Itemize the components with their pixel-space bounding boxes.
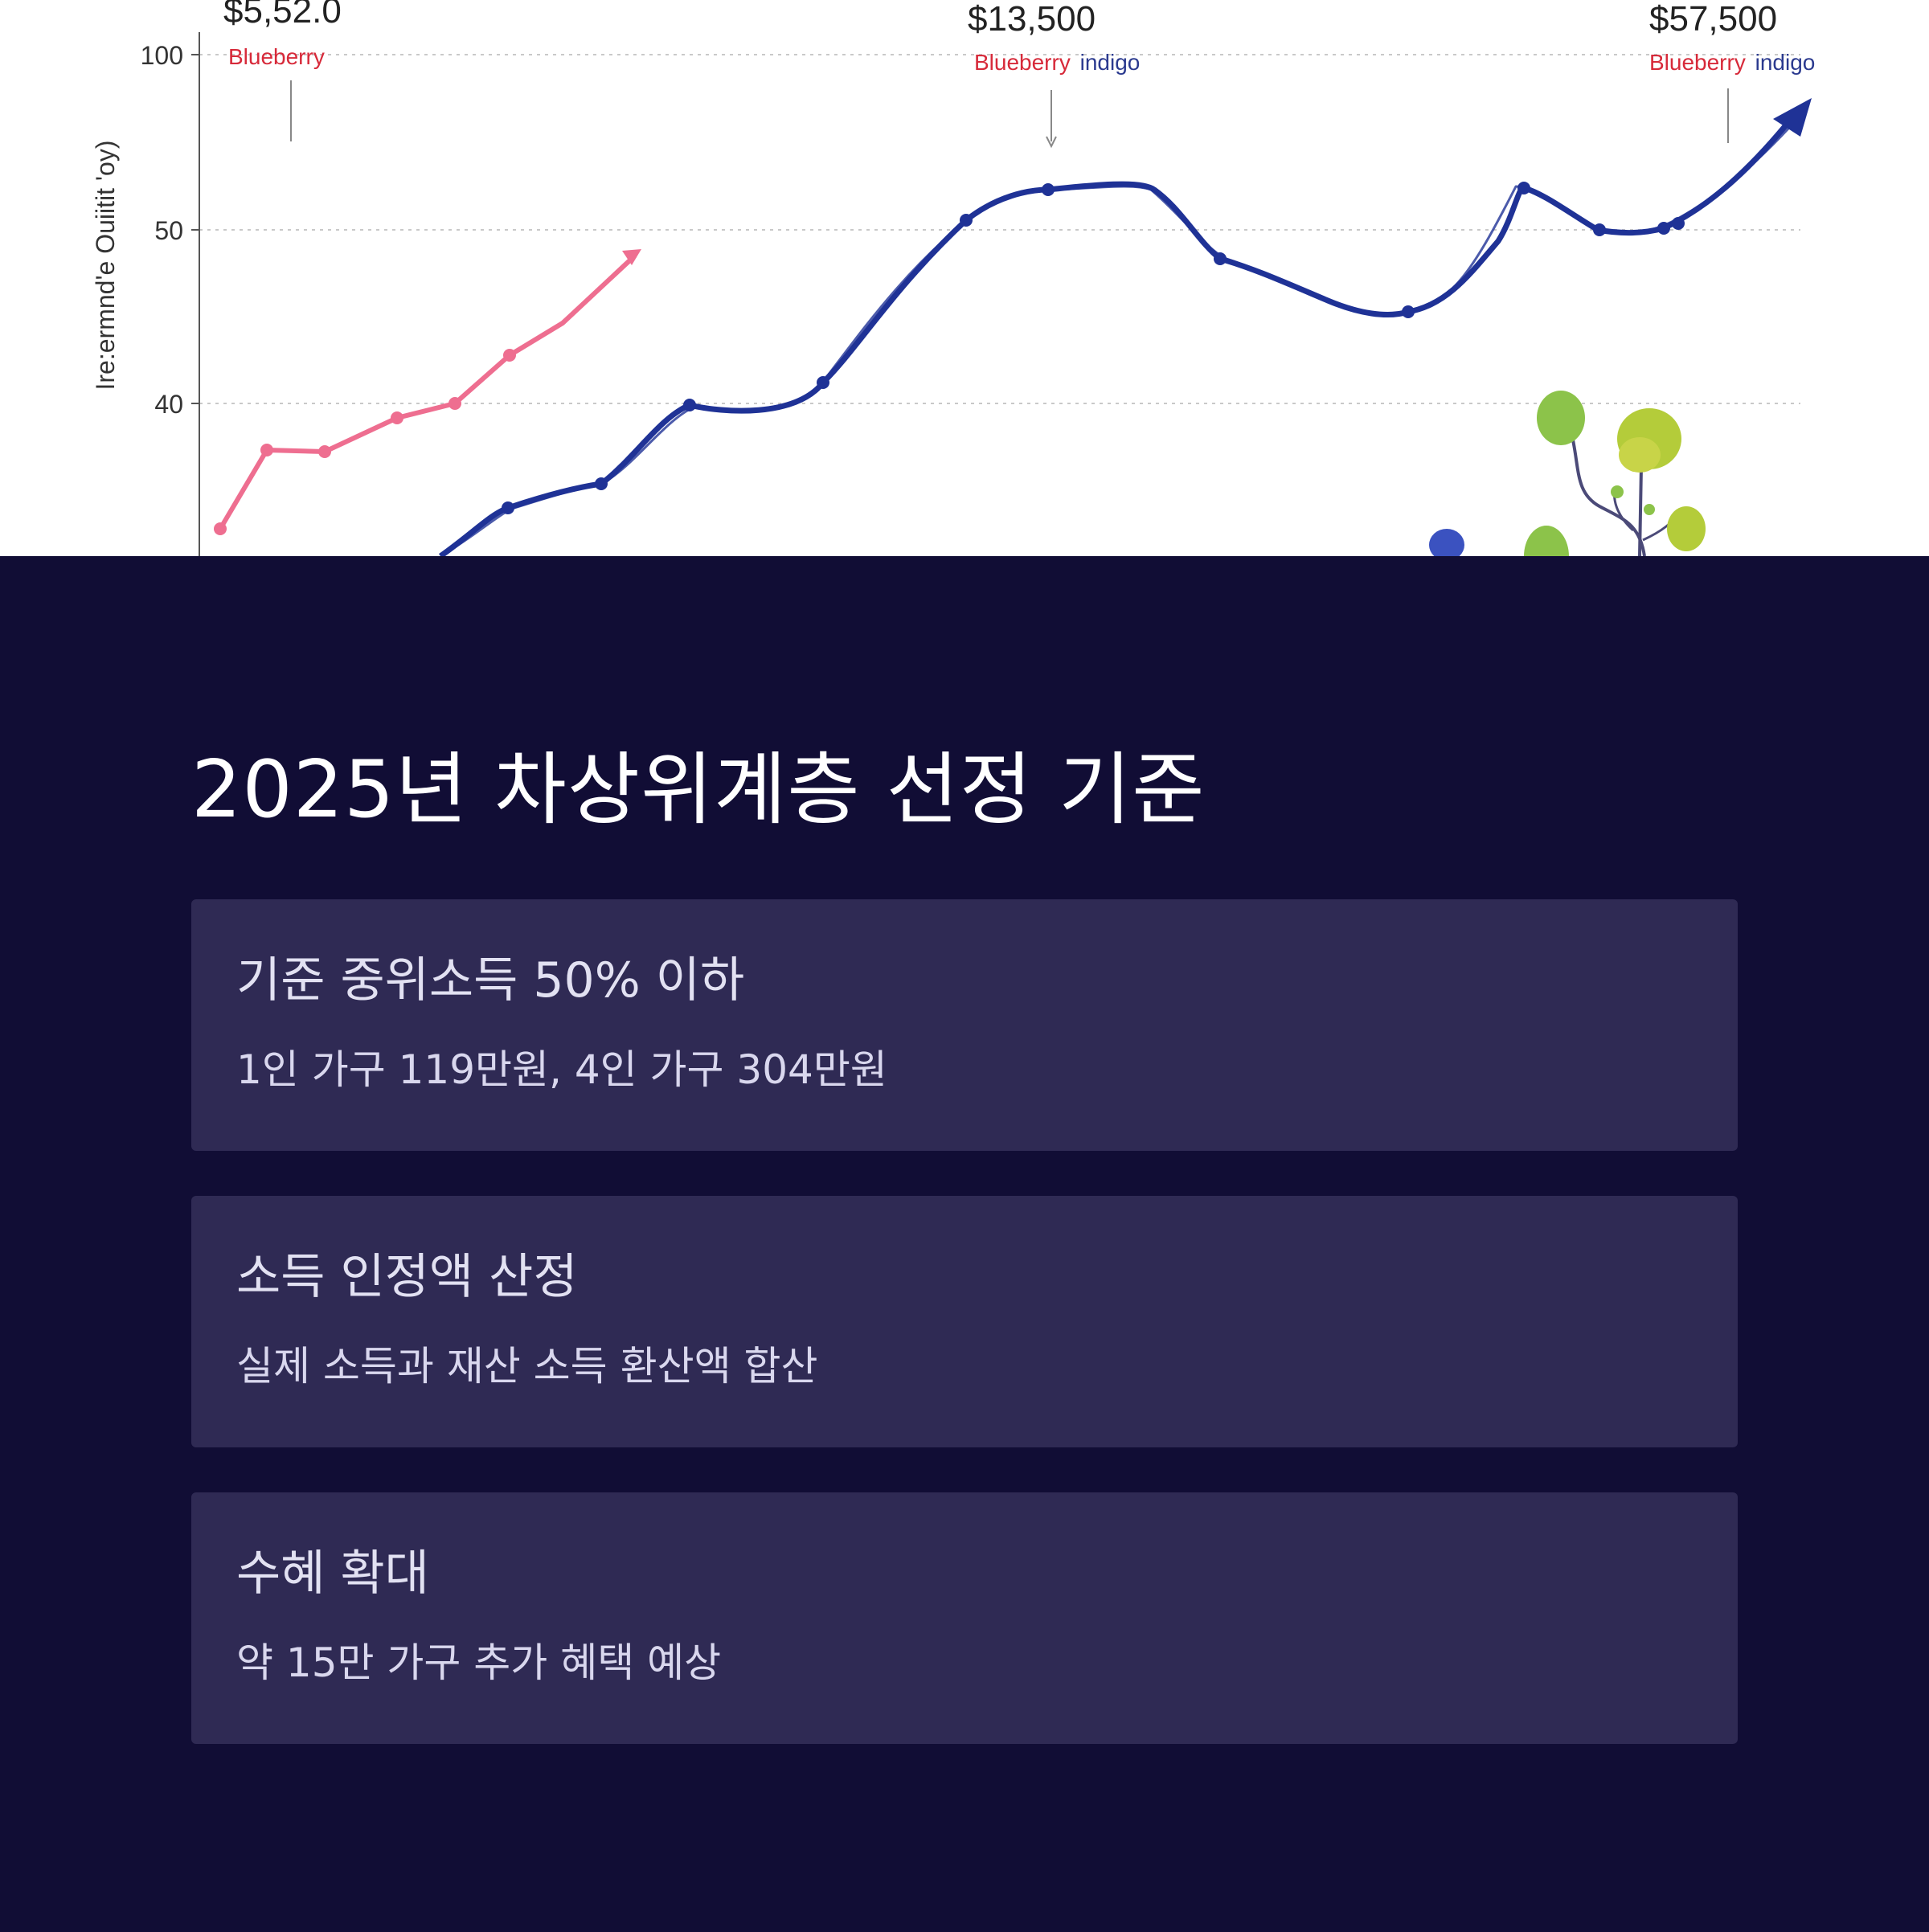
data-point <box>1657 222 1670 235</box>
data-point <box>817 376 829 389</box>
data-point <box>683 399 696 411</box>
series-line-blue <box>438 115 1795 556</box>
page-title: 2025년 차상위계층 선정 기준 <box>191 744 1206 836</box>
card-heading: 수혜 확대 <box>236 1545 429 1602</box>
annotation-value: $5,52.0 <box>223 0 342 31</box>
series-arrow-blue <box>1773 98 1812 137</box>
series-line-blue-shadow <box>445 117 1799 555</box>
y-axis-label: Ire:ermnd'e Ouiitit 'oy) <box>91 141 120 391</box>
series-points-blue <box>502 182 1685 514</box>
annotation-label-blue: indigo <box>1755 50 1816 75</box>
card-description: 약 15만 가구 추가 혜택 예상 <box>236 1639 722 1686</box>
data-point <box>503 349 516 362</box>
annotation-label-red: Blueberry <box>974 50 1071 75</box>
annotation-value: $13,500 <box>968 0 1096 39</box>
annotation-value: $57,500 <box>1649 0 1777 39</box>
data-point <box>1214 252 1227 265</box>
leaf <box>1667 506 1706 551</box>
y-tick-label: 40 <box>154 390 183 419</box>
main-content: 2025년 차상위계층 선정 기준 기준 중위소득 50% 이하 1인 가구 1… <box>0 556 1929 1932</box>
leaf <box>1537 391 1585 445</box>
data-point <box>595 477 608 490</box>
card-description: 실제 소득과 재산 소득 환산액 합산 <box>236 1343 818 1390</box>
data-point <box>391 411 403 424</box>
data-point <box>960 214 973 227</box>
data-point <box>260 444 273 456</box>
data-point <box>1517 182 1530 194</box>
data-point <box>502 501 514 514</box>
data-point <box>318 445 331 458</box>
data-point <box>448 397 461 410</box>
plant-illustration <box>1429 391 1706 556</box>
leaf <box>1619 437 1661 473</box>
annotation-label-red: Blueberry <box>228 44 325 69</box>
data-point <box>1402 305 1415 318</box>
leaf <box>1429 529 1464 556</box>
hero-chart-image: 100 50 40 Ire:ermnd'e Ouiitit 'oy) $5,52… <box>0 0 1929 556</box>
criteria-card: 수혜 확대 약 15만 가구 추가 혜택 예상 <box>191 1492 1738 1744</box>
card-description: 1인 가구 119만원, 4인 가구 304만원 <box>236 1046 887 1093</box>
card-heading: 소득 인정액 산정 <box>236 1249 578 1305</box>
data-point <box>1593 223 1606 236</box>
data-point <box>1042 183 1055 196</box>
card-heading: 기준 중위소득 50% 이하 <box>236 952 745 1009</box>
series-arrow-pink <box>622 249 641 265</box>
annotation-label: Blueberry indigo <box>974 50 1140 75</box>
series-points-pink <box>214 349 516 535</box>
y-tick-label: 50 <box>154 216 183 245</box>
annotation-label-red: Blueberry <box>1649 50 1746 75</box>
criteria-card: 소득 인정액 산정 실제 소득과 재산 소득 환산액 합산 <box>191 1196 1738 1447</box>
series-line-pink <box>218 253 637 530</box>
leaf <box>1524 526 1569 556</box>
criteria-card: 기준 중위소득 50% 이하 1인 가구 119만원, 4인 가구 304만원 <box>191 899 1738 1151</box>
data-point <box>214 522 227 535</box>
annotation-label-blue: indigo <box>1080 50 1141 75</box>
data-point <box>1672 217 1685 230</box>
annotation-label: Blueberry indigo <box>1649 50 1815 75</box>
y-tick-label: 100 <box>141 41 183 70</box>
line-chart: 100 50 40 Ire:ermnd'e Ouiitit 'oy) $5,52… <box>91 0 1815 556</box>
